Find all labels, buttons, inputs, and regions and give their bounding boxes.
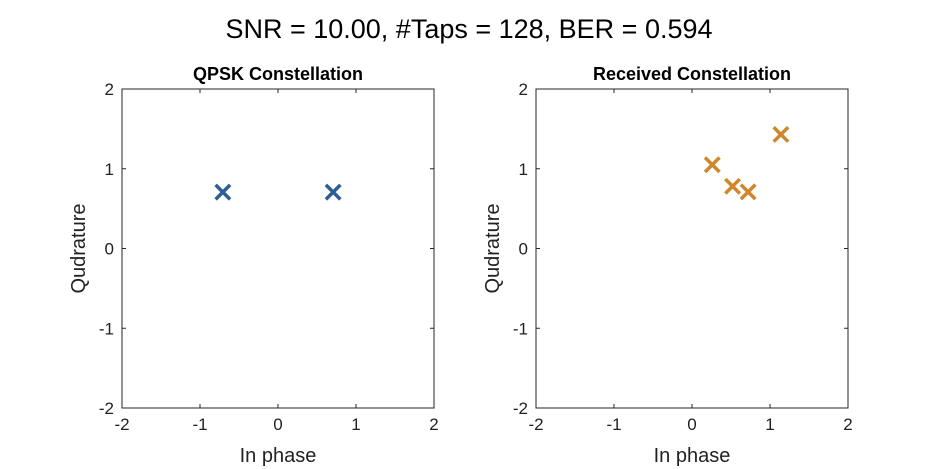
x-tick-label: 1 [765,415,774,434]
data-point-marker [739,183,757,201]
y-tick-label: -1 [99,319,114,338]
figure-title: SNR = 10.00, #Taps = 128, BER = 0.594 [225,14,713,44]
y-tick-label: -1 [513,319,528,338]
x-axis-label: In phase [240,445,317,467]
panel-title: QPSK Constellation [193,64,363,84]
y-tick-label: -2 [99,399,114,418]
y-tick-label: 2 [519,80,528,99]
panel-title: Received Constellation [593,64,791,84]
y-tick-label: 1 [105,160,114,179]
x-tick-label: 2 [843,415,852,434]
y-tick-label: 1 [519,160,528,179]
y-tick-label: -2 [513,399,528,418]
y-axis-label: Qudrature [482,203,504,293]
x-tick-label: -1 [606,415,621,434]
data-point-marker [724,177,742,195]
y-axis-label: Qudrature [68,203,90,293]
data-point-marker [772,125,790,143]
axes-box [121,88,435,409]
data-point-marker [214,183,232,201]
x-axis-label: In phase [654,445,731,467]
x-tick-label: 0 [687,415,696,434]
axes-box [535,88,849,409]
y-tick-label: 0 [519,240,528,259]
data-point-marker [703,156,721,174]
y-tick-label: 0 [105,240,114,259]
y-tick-label: 2 [105,80,114,99]
x-tick-label: -2 [114,415,129,434]
data-point-marker [324,183,342,201]
x-tick-label: -2 [528,415,543,434]
x-tick-label: 2 [429,415,438,434]
x-tick-label: 0 [273,415,282,434]
x-tick-label: -1 [192,415,207,434]
x-tick-label: 1 [351,415,360,434]
